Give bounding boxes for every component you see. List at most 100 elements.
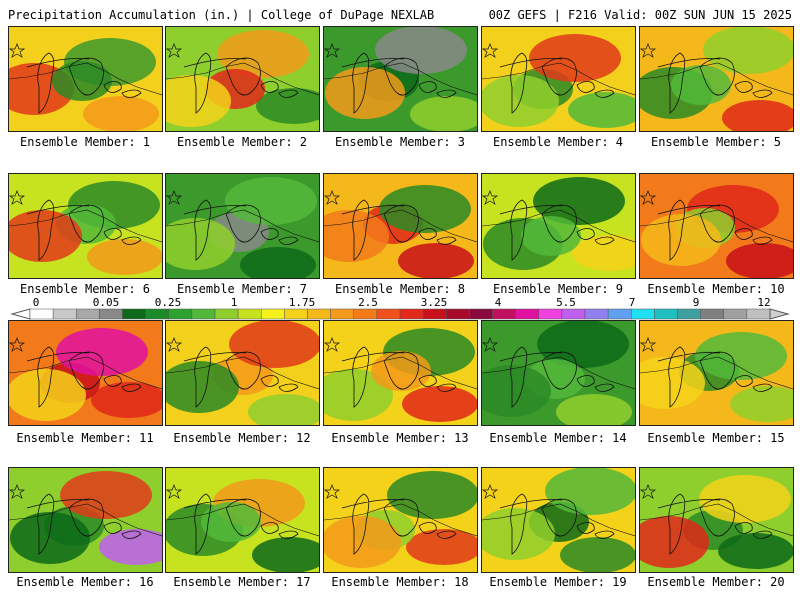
ensemble-map-panel xyxy=(481,26,636,132)
precip-blob xyxy=(560,537,635,572)
station-star-icon xyxy=(640,337,657,352)
ensemble-member-label: Ensemble Member: 19 xyxy=(489,575,627,589)
ensemble-member-label: Ensemble Member: 14 xyxy=(489,431,627,445)
precip-blob xyxy=(722,100,793,131)
precip-field xyxy=(640,27,793,131)
great-lakes-outline xyxy=(657,346,773,408)
precip-blob xyxy=(640,357,705,409)
colorbar-tick-label: 7 xyxy=(628,296,636,309)
station-star-icon xyxy=(166,190,183,205)
precip-field xyxy=(324,27,477,131)
colorbar-segment xyxy=(469,308,493,320)
precip-blob xyxy=(229,321,319,368)
precip-blob xyxy=(529,34,621,82)
precip-field xyxy=(166,177,319,278)
border-line xyxy=(166,503,319,537)
colorbar-segment xyxy=(700,308,724,320)
colorbar-scale xyxy=(10,308,790,320)
station-star-icon xyxy=(166,337,183,352)
colorbar-segment xyxy=(261,308,285,320)
precip-field xyxy=(482,321,635,425)
precip-blob xyxy=(379,185,471,233)
precip-blob xyxy=(568,92,635,128)
great-lakes-outline xyxy=(183,52,299,114)
precip-blob xyxy=(60,471,152,519)
precip-blob xyxy=(402,386,477,422)
colorbar-segment xyxy=(446,308,470,320)
precip-blob xyxy=(482,508,555,560)
great-lakes-outline xyxy=(341,493,457,555)
colorbar-right-arrow xyxy=(769,308,790,320)
border-line xyxy=(482,209,635,243)
precip-blob xyxy=(56,328,148,376)
colorbar-tick-label: 1.75 xyxy=(288,296,316,309)
colorbar: 0 0.05 0.25 1 1.75 2.5 3.25 4 5.5 7 9 12 xyxy=(0,296,800,320)
border-line xyxy=(9,209,162,243)
colorbar-segment xyxy=(515,308,539,320)
precip-blob xyxy=(166,218,235,270)
precip-blob xyxy=(87,239,162,275)
precip-blob xyxy=(398,243,474,278)
precip-blob xyxy=(324,369,393,421)
precip-blob xyxy=(324,210,389,262)
station-star-icon xyxy=(324,190,341,205)
border-line xyxy=(324,62,477,96)
station-star-icon xyxy=(324,484,341,499)
colorbar-tick-label: 4 xyxy=(494,296,502,309)
ensemble-member-label: Ensemble Member: 9 xyxy=(492,282,624,296)
colorbar-tick-label: 0.05 xyxy=(92,296,120,309)
colorbar-segment xyxy=(607,308,632,320)
colorbar-segment xyxy=(307,308,331,320)
precip-blob xyxy=(217,30,309,78)
great-lakes-outline xyxy=(183,199,299,261)
colorbar-segment xyxy=(353,308,378,320)
station-star-icon xyxy=(482,337,499,352)
precip-blob xyxy=(240,247,316,278)
ensemble-map-panel xyxy=(165,320,320,426)
precip-blob xyxy=(726,243,793,278)
border-line xyxy=(166,356,319,390)
precip-field xyxy=(9,328,162,421)
precip-blob xyxy=(256,88,319,124)
ensemble-member-label: Ensemble Member: 6 xyxy=(19,282,151,296)
ensemble-member-label: Ensemble Member: 11 xyxy=(16,431,154,445)
colorbar-tick-label: 5.5 xyxy=(556,296,576,309)
great-lakes-outline xyxy=(26,346,142,408)
precip-blob xyxy=(482,365,551,417)
station-star-icon xyxy=(166,43,183,58)
precip-blob xyxy=(640,516,709,568)
colorbar-segment xyxy=(284,308,308,320)
border-line xyxy=(9,62,162,96)
border-line xyxy=(166,62,319,96)
precip-field xyxy=(640,332,793,422)
ensemble-member-label: Ensemble Member: 10 xyxy=(647,282,785,296)
colorbar-segment xyxy=(746,308,771,320)
border-line xyxy=(640,356,793,390)
precip-blob xyxy=(91,382,162,418)
precip-blob xyxy=(533,177,625,225)
precip-blob xyxy=(9,210,82,262)
ensemble-member-label: Ensemble Member: 12 xyxy=(173,431,311,445)
border-line xyxy=(9,503,162,537)
ensemble-member-label: Ensemble Member: 13 xyxy=(331,431,469,445)
colorbar-segment xyxy=(723,308,748,320)
precip-blob xyxy=(99,529,162,565)
great-lakes-outline xyxy=(341,199,457,261)
precip-blob xyxy=(537,321,629,368)
station-star-icon xyxy=(9,190,26,205)
colorbar-segment xyxy=(677,308,701,320)
border-line xyxy=(482,503,635,537)
great-lakes-outline xyxy=(657,199,773,261)
precip-field xyxy=(640,475,793,569)
ensemble-map-panel xyxy=(639,320,794,426)
precip-field xyxy=(640,185,793,278)
ensemble-map-panel xyxy=(165,173,320,279)
border-line xyxy=(166,209,319,243)
precip-field xyxy=(324,185,477,278)
colorbar-segment xyxy=(376,308,401,320)
colorbar-segment xyxy=(538,308,563,320)
ensemble-map-panel xyxy=(639,173,794,279)
ensemble-member-label: Ensemble Member: 1 xyxy=(19,135,151,149)
great-lakes-outline xyxy=(499,199,615,261)
precip-field xyxy=(324,328,477,422)
